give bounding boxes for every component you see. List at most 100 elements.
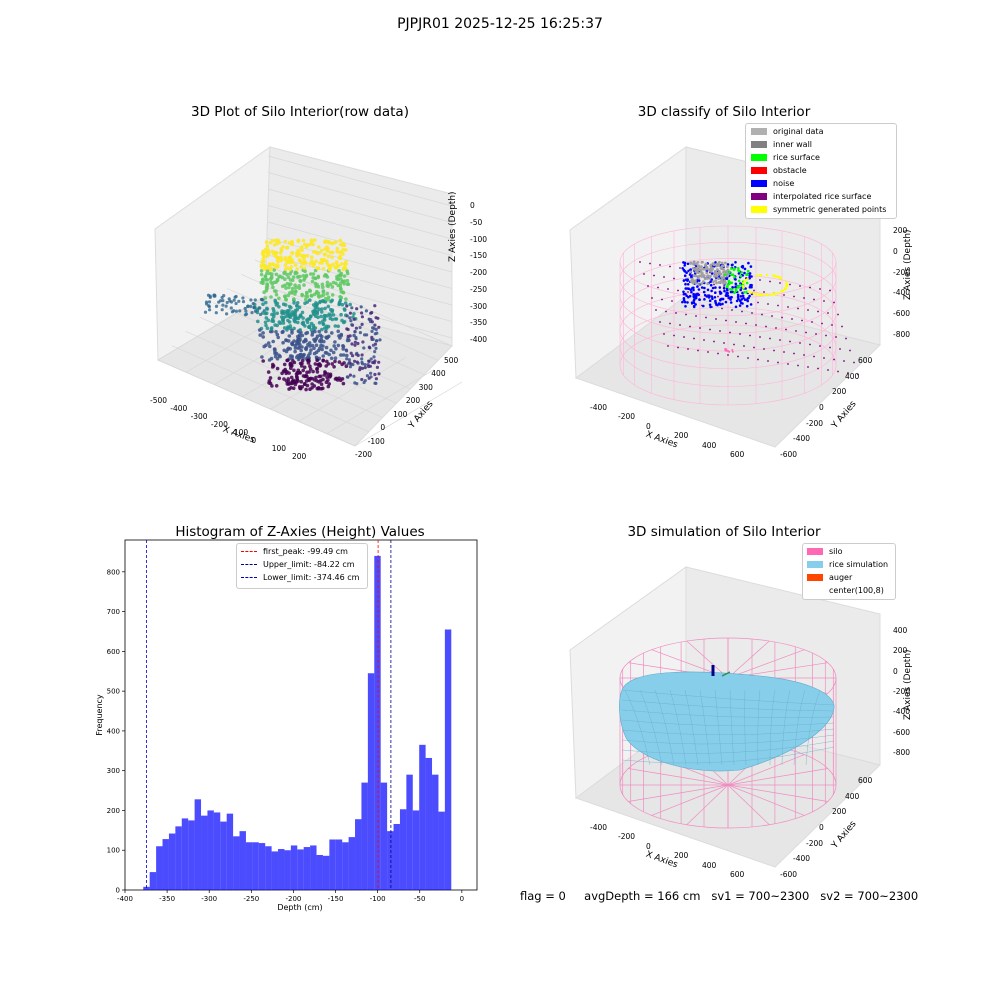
raw-point — [293, 349, 297, 354]
raw-point — [313, 309, 317, 313]
interpolated-point — [793, 295, 795, 298]
simulation-x-tick: 400 — [702, 860, 717, 870]
raw-point — [341, 353, 346, 357]
raw-point — [212, 294, 216, 298]
raw-point — [338, 336, 342, 340]
interpolated-point — [719, 330, 721, 332]
interpolated-point — [791, 318, 793, 320]
interpolated-point — [765, 325, 767, 328]
raw-point — [369, 375, 373, 379]
raw-point — [217, 300, 221, 304]
histogram-bar — [367, 673, 375, 890]
raw-point — [311, 369, 315, 374]
raw-point — [284, 349, 289, 354]
raw-point — [345, 278, 350, 283]
noise-point — [729, 298, 732, 301]
legend-line-swatch — [241, 564, 257, 565]
simulation-y-tick: -600 — [780, 870, 798, 879]
raw-point — [339, 332, 344, 337]
noise-point — [709, 305, 712, 309]
raw-point — [251, 301, 255, 306]
raw-point — [283, 267, 288, 271]
noise-point — [745, 304, 749, 308]
noise-point — [718, 286, 722, 289]
interpolated-point — [787, 306, 789, 308]
raw-point — [369, 311, 373, 315]
legend-swatch — [751, 167, 767, 174]
interpolated-point — [783, 294, 785, 296]
interpolated-point — [817, 310, 819, 313]
status-footer: flag = 0 avgDepth = 166 cm sv1 = 700~230… — [520, 889, 918, 903]
raw-point — [272, 243, 277, 247]
interpolated-point — [715, 318, 717, 320]
noise-point — [710, 295, 714, 298]
raw-point — [304, 373, 309, 378]
raw-point — [315, 334, 320, 339]
interpolated-point — [663, 333, 665, 335]
histogram-bar — [220, 821, 227, 890]
avg-depth-value: avgDepth = 166 cm — [584, 889, 701, 903]
classify-z-tick: -600 — [893, 309, 911, 319]
figure-title: PJPJR01 2025-12-25 16:25:37 — [397, 16, 603, 32]
raw-point — [280, 315, 284, 319]
interpolated-point — [811, 321, 813, 323]
raw-point — [335, 246, 340, 251]
raw-point — [345, 349, 349, 353]
noise-point — [708, 299, 712, 303]
wall-point — [717, 277, 720, 280]
raw-point — [352, 312, 356, 316]
raw-x-tick: 200 — [292, 452, 307, 461]
classify-z-tick: -800 — [893, 330, 911, 339]
raw-point — [296, 320, 300, 325]
interpolated-point — [833, 301, 835, 304]
raw-point — [263, 254, 267, 259]
raw-point — [336, 324, 341, 329]
noise-point — [683, 264, 686, 267]
raw-point — [272, 347, 277, 351]
raw-point — [372, 355, 376, 359]
raw-point — [290, 242, 294, 247]
rice-surface-point — [731, 273, 735, 277]
raw-point — [326, 239, 331, 244]
raw-point — [285, 281, 290, 286]
interpolated-point — [749, 334, 751, 337]
legend-label: rice surface — [773, 153, 820, 162]
raw-point — [338, 281, 343, 285]
raw-point — [279, 257, 284, 262]
raw-point — [308, 261, 313, 266]
raw-point — [286, 379, 291, 384]
noise-point — [707, 296, 711, 299]
raw-point — [259, 297, 264, 302]
interpolated-point — [843, 360, 845, 362]
histogram-x-tick: -400 — [117, 895, 133, 903]
raw-point — [368, 346, 372, 350]
raw-3d-plot — [154, 146, 463, 447]
raw-point — [338, 250, 342, 255]
raw-point — [262, 344, 267, 349]
legend-entry: auger — [807, 573, 852, 582]
raw-point — [229, 300, 234, 304]
classify-y-tick: 400 — [845, 371, 860, 381]
symmetric-point — [784, 287, 787, 291]
interpolated-point — [763, 291, 765, 293]
interpolated-point — [835, 336, 837, 338]
raw-point — [288, 272, 293, 276]
interpolated-point — [825, 334, 827, 337]
interpolated-point — [717, 352, 719, 355]
raw-point — [329, 356, 334, 361]
raw-point — [274, 272, 279, 277]
raw-y-tick: 400 — [431, 369, 446, 379]
interpolated-point — [723, 285, 725, 287]
raw-point — [371, 343, 375, 347]
histogram-bar — [149, 872, 157, 890]
wall-point — [694, 279, 697, 283]
raw-point — [296, 238, 301, 243]
raw-point — [258, 328, 262, 332]
noise-point — [734, 282, 738, 286]
classify-x-tick: 0 — [646, 421, 651, 431]
legend-label: symmetric generated points — [773, 205, 887, 214]
interpolated-point — [709, 328, 711, 331]
raw-point — [326, 362, 331, 366]
interpolated-point — [673, 277, 675, 280]
raw-point — [221, 303, 225, 307]
